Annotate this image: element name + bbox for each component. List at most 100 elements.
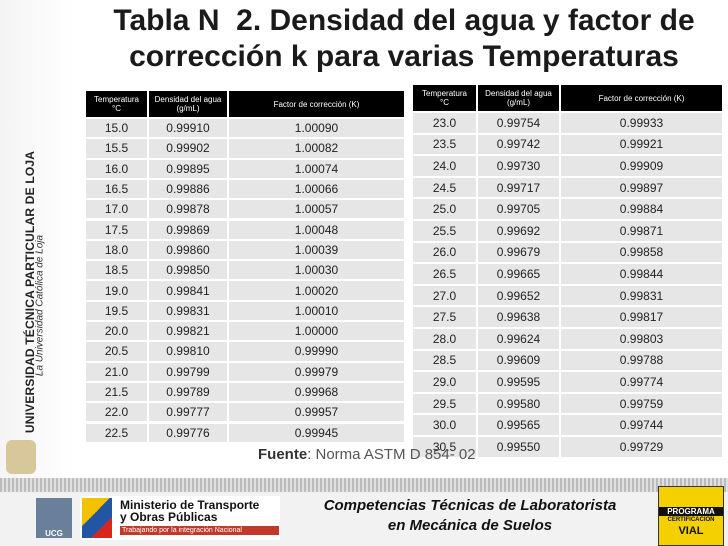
table-cell: 25.0 xyxy=(412,198,477,220)
table-cell: 0.99968 xyxy=(228,381,405,403)
table-cell: 0.99665 xyxy=(477,263,560,285)
footer-band xyxy=(0,478,728,492)
table-cell: 30.0 xyxy=(412,414,477,436)
footer-line: Competencias Técnicas de Laboratorista xyxy=(323,497,617,514)
table-cell: 0.99858 xyxy=(560,241,723,264)
table-cell: 0.99717 xyxy=(477,176,560,199)
header-cell: Temperatura °C xyxy=(412,84,477,112)
table-cell: 0.99884 xyxy=(560,198,723,220)
table-cell: 18.0 xyxy=(85,239,148,261)
sidebar xyxy=(0,0,76,478)
table-cell: 0.99810 xyxy=(148,341,228,362)
table-cell: 1.00090 xyxy=(228,118,405,139)
table-cell: 0.99692 xyxy=(477,220,560,242)
header-cell: Densidad del agua (g/mL) xyxy=(477,84,560,112)
table-cell: 0.99897 xyxy=(560,176,723,199)
table-cell: 29.5 xyxy=(412,392,477,415)
table-cell: 0.99821 xyxy=(148,321,228,342)
header-cell: Factor de corrección (K) xyxy=(228,90,405,118)
table-cell: 22.5 xyxy=(85,422,148,443)
table-cell: 0.99729 xyxy=(560,436,723,458)
table-cell: 0.99705 xyxy=(477,198,560,220)
ministry-tagline: Trabajando por la integración Nacional xyxy=(120,526,279,535)
university-motto: La Universidad Católica de Loja xyxy=(34,234,46,377)
table-cell: 19.5 xyxy=(85,300,148,321)
table-cell: 25.5 xyxy=(412,220,477,242)
table-cell: 0.99817 xyxy=(560,306,723,328)
table-cell: 0.99580 xyxy=(477,392,560,415)
table-cell: 0.99789 xyxy=(148,381,228,403)
table-cell: 0.99831 xyxy=(148,300,228,321)
table-cell: 17.0 xyxy=(85,199,148,220)
header-cell: Densidad del agua (g/mL) xyxy=(148,90,228,118)
program-emblem xyxy=(659,487,723,507)
table-cell: 0.99841 xyxy=(148,280,228,301)
table-cell: 19.0 xyxy=(85,280,148,301)
table-cell: 15.0 xyxy=(85,118,148,139)
table-cell: 26.5 xyxy=(412,263,477,285)
source: Fuente: Norma ASTM D 854- 02 xyxy=(258,446,476,463)
title-line: corrección k para varias Temperaturas xyxy=(129,40,679,73)
table-cell: 1.00048 xyxy=(228,219,405,240)
table-cell: 0.99754 xyxy=(477,112,560,134)
table-cell: 0.99957 xyxy=(228,402,405,423)
table-cell: 0.99774 xyxy=(560,371,723,393)
table-cell: 0.99624 xyxy=(477,328,560,350)
table-cell: 0.99759 xyxy=(560,392,723,415)
ministry-line: Ministerio de Transporte xyxy=(120,498,260,512)
table-cell: 0.99550 xyxy=(477,436,560,458)
table-cell: 1.00000 xyxy=(228,321,405,342)
table-cell: 30.5 xyxy=(412,436,477,458)
table-cell: 1.00039 xyxy=(228,239,405,261)
table-cell: 0.99910 xyxy=(148,118,228,139)
crest xyxy=(6,440,36,474)
table-cell: 28.0 xyxy=(412,328,477,350)
table-cell: 20.0 xyxy=(85,321,148,342)
header-cell: Factor de corrección (K) xyxy=(560,84,723,112)
table-cell: 0.99979 xyxy=(228,361,405,382)
table-cell: 29.0 xyxy=(412,371,477,393)
ministry-line: y Obras Públicas xyxy=(120,510,218,524)
table-cell: 27.5 xyxy=(412,306,477,328)
ministry-name: Ministerio de Transporte y Obras Públicas xyxy=(120,499,259,523)
table-cell: 0.99909 xyxy=(560,155,723,177)
table-cell: 0.99638 xyxy=(477,306,560,328)
table-cell: 0.99803 xyxy=(560,328,723,350)
footer-line: en Mecánica de Suelos xyxy=(387,517,553,534)
table-cell: 24.5 xyxy=(412,176,477,199)
table-cell: 0.99869 xyxy=(148,219,228,240)
table-cell: 0.99945 xyxy=(228,422,405,443)
table-cell: 28.5 xyxy=(412,349,477,372)
table-cell: 1.00030 xyxy=(228,260,405,281)
table-cell: 17.5 xyxy=(85,219,148,240)
table-cell: 0.99777 xyxy=(148,402,228,423)
table-cell: 1.00066 xyxy=(228,178,405,200)
table-cell: 0.99744 xyxy=(560,414,723,436)
table-cell: 1.00020 xyxy=(228,280,405,301)
table-cell: 0.99902 xyxy=(148,138,228,159)
table-cell: 0.99895 xyxy=(148,158,228,179)
table-cell: 1.00082 xyxy=(228,138,405,159)
table-cell: 0.99860 xyxy=(148,239,228,261)
table-cell: 0.99799 xyxy=(148,361,228,382)
table-cell: 0.99878 xyxy=(148,199,228,220)
table-cell: 23.0 xyxy=(412,112,477,134)
footer-text: Competencias Técnicas de Laboratorista en… xyxy=(290,496,650,536)
table-cell: 1.00057 xyxy=(228,199,405,220)
table-cell: 1.00010 xyxy=(228,300,405,321)
ministry-logo: Ministerio de Transporte y Obras Públicas… xyxy=(80,496,280,540)
table-cell: 22.0 xyxy=(85,402,148,423)
table-cell: 0.99730 xyxy=(477,155,560,177)
table-cell: 20.5 xyxy=(85,341,148,362)
table-cell: 0.99921 xyxy=(560,133,723,156)
table-cell: 18.5 xyxy=(85,260,148,281)
table-cell: 0.99742 xyxy=(477,133,560,156)
table-cell: 21.0 xyxy=(85,361,148,382)
header-cell: Temperatura °C xyxy=(85,90,148,118)
table-cell: 0.99776 xyxy=(148,422,228,443)
table-cell: 0.99609 xyxy=(477,349,560,372)
table-cell: 0.99652 xyxy=(477,284,560,307)
program-logo: PROGRAMA CERTIFICACION VIAL xyxy=(658,486,724,546)
table-cell: 27.0 xyxy=(412,284,477,307)
